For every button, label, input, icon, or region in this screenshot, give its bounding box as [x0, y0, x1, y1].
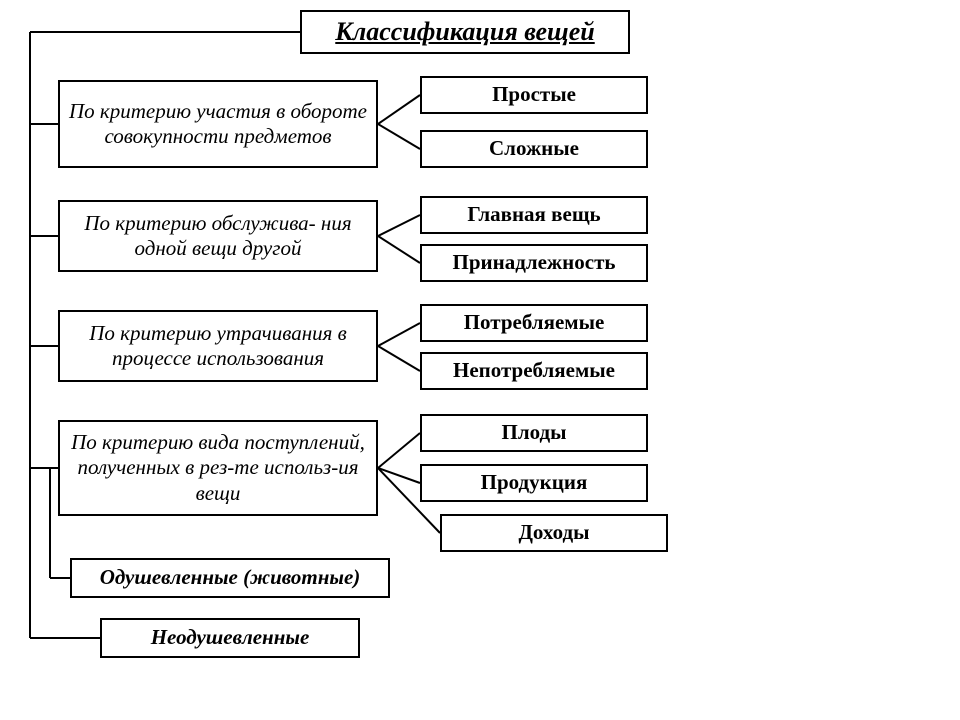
criterion-consumption: По критерию утрачивания в процессе испол…	[58, 310, 378, 382]
leaf-accessory: Принадлежность	[420, 244, 648, 282]
leaf-main-thing: Главная вещь	[420, 196, 648, 234]
diagram-title: Классификация вещей	[300, 10, 630, 54]
leaf-nonconsumable: Непотребляемые	[420, 352, 648, 390]
leaf-complex: Сложные	[420, 130, 648, 168]
diagram-canvas: Классификация вещей По критерию участия …	[0, 0, 960, 720]
leaf-consumable: Потребляемые	[420, 304, 648, 342]
leaf-income: Доходы	[440, 514, 668, 552]
leaf-animate: Одушевленные (животные)	[70, 558, 390, 598]
leaf-simple: Простые	[420, 76, 648, 114]
criterion-service: По критерию обслужива- ния одной вещи др…	[58, 200, 378, 272]
leaf-fruits: Плоды	[420, 414, 648, 452]
criterion-proceeds: По критерию вида поступлений, полученных…	[58, 420, 378, 516]
leaf-production: Продукция	[420, 464, 648, 502]
criterion-participation: По критерию участия в обороте совокупнос…	[58, 80, 378, 168]
leaf-inanimate: Неодушевленные	[100, 618, 360, 658]
